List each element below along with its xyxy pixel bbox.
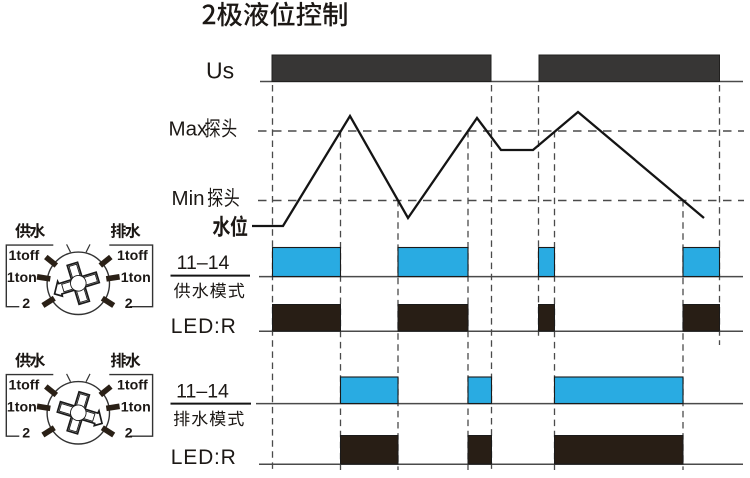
svg-text:11–14: 11–14 bbox=[176, 381, 229, 403]
svg-text:Us: Us bbox=[206, 58, 234, 84]
svg-text:2: 2 bbox=[125, 296, 133, 312]
svg-text:Max: Max bbox=[169, 118, 208, 141]
svg-text:1ton: 1ton bbox=[7, 270, 37, 286]
svg-text:Min: Min bbox=[172, 187, 205, 210]
svg-text:1ton: 1ton bbox=[7, 399, 37, 415]
svg-text:2: 2 bbox=[22, 425, 30, 441]
svg-text:1toff: 1toff bbox=[117, 377, 148, 393]
svg-text:1toff: 1toff bbox=[117, 248, 148, 264]
svg-text:2: 2 bbox=[22, 296, 30, 312]
svg-text:1toff: 1toff bbox=[8, 377, 39, 393]
svg-text:11–14: 11–14 bbox=[177, 252, 230, 274]
svg-text:2: 2 bbox=[125, 425, 133, 441]
svg-text:LED:R: LED:R bbox=[171, 446, 237, 469]
svg-text:1toff: 1toff bbox=[8, 248, 39, 264]
svg-text:LED:R: LED:R bbox=[171, 315, 237, 338]
svg-text:1ton: 1ton bbox=[121, 270, 151, 286]
svg-text:1ton: 1ton bbox=[121, 399, 151, 415]
